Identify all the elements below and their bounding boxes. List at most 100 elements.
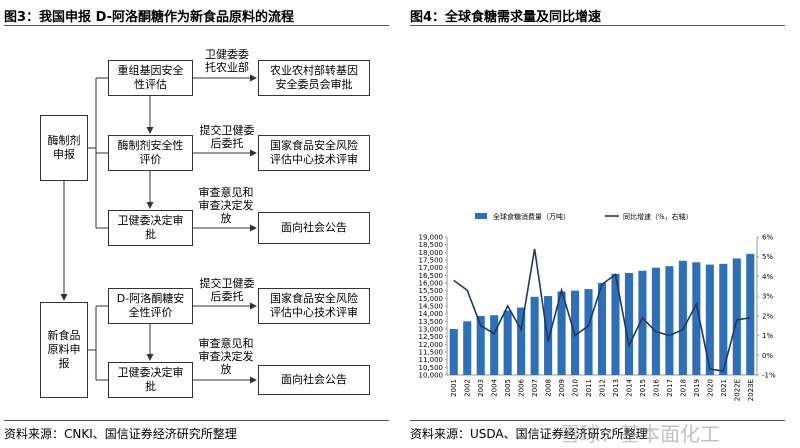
bar [544,296,553,375]
x-tick-label: 2001 [450,379,458,397]
legend-label: 全球食糖消费量（万吨） [493,212,570,221]
x-tick-label: 2005 [504,379,512,397]
x-tick-label: 2012 [599,379,607,397]
bar [746,253,755,375]
y2-tick-label: 5% [762,253,773,261]
y-tick-label: 14,500 [419,303,444,311]
y-tick-label: 13,500 [419,318,444,326]
y-tick-label: 15,500 [419,287,444,295]
bar [463,321,472,375]
y-tick-label: 18,000 [419,249,444,257]
edge-label: 提交卫健委后委托 [199,124,255,150]
bar [665,266,674,375]
x-tick-label: 2010 [572,379,580,397]
bar [692,262,701,375]
node: 国家食品安全风险评估中心技术评审 [258,288,370,324]
edge-label: 提交卫健委后委托 [199,277,255,303]
y-tick-label: 10,500 [419,364,444,372]
bar [651,267,660,375]
bar [530,296,539,375]
bar [584,289,593,375]
node: 酶制剂安全性评价 [108,135,193,171]
y-tick-label: 19,000 [419,234,444,242]
bar [638,270,647,375]
x-tick-label: 2017 [666,379,674,397]
bar [732,258,741,375]
bar [476,315,485,375]
legend-label: 同比增速（%，右轴） [623,212,693,221]
x-tick-label: 2007 [531,379,539,397]
x-tick-label: 2019 [693,379,701,397]
bar [503,310,512,375]
edge-label: 卫健委委托农业部 [205,48,249,74]
y-tick-label: 18,500 [419,241,444,249]
y-tick-label: 12,000 [419,341,444,349]
x-tick-label: 2003 [477,379,485,397]
x-tick-label: 2022E [733,379,741,401]
y-tick-label: 17,500 [419,257,444,265]
x-tick-label: 2011 [585,379,593,397]
bar [678,260,687,375]
x-tick-label: 2006 [518,378,526,396]
y-tick-label: 14,000 [419,310,444,318]
node: 面向社会公告 [258,212,370,244]
source-rule [410,420,785,421]
bar [490,315,499,375]
y2-tick-label: 2% [762,312,773,320]
node: 国家食品安全风险评估中心技术评审 [258,135,370,171]
chart: 10,00010,50011,00011,50012,00012,50013,0… [419,212,776,401]
y-tick-label: 17,000 [419,264,444,272]
flow-lines [60,74,257,384]
bar [624,273,633,375]
x-tick-label: 2015 [639,379,647,397]
edge-label: 审查意见和审查决定发放 [198,186,254,225]
x-tick-label: 2020 [706,379,714,397]
node: 酶制剂申报 [40,115,88,181]
y-tick-label: 11,000 [419,356,444,364]
y-tick-label: 15,000 [419,295,444,303]
node: 重组基因安全性评估 [108,60,193,96]
title-rule [410,25,785,26]
node: 卫健委决定审批 [108,362,193,398]
x-tick-label: 2016 [652,378,660,396]
x-tick-label: 2023E [747,379,755,401]
bar [705,264,714,375]
bar [597,283,607,375]
y2-tick-label: 4% [762,273,773,281]
y2-tick-label: 3% [762,293,773,301]
node: D-阿洛酮糖安全性评价 [108,288,193,324]
x-tick-label: 2013 [612,379,620,397]
y-tick-label: 11,500 [419,349,444,357]
edge-label: 审查意见和审查决定发放 [198,337,254,376]
node: 农业农村部转基因安全委员会审批 [258,60,370,96]
x-tick-label: 2009 [558,379,566,397]
x-tick-label: 2014 [625,378,633,396]
x-tick-label: 2008 [545,379,553,397]
y-tick-label: 16,500 [419,272,444,280]
bar [449,329,458,375]
source-rule [4,420,389,421]
node: 卫健委决定审批 [108,210,193,246]
node: 面向社会公告 [258,365,370,395]
y-tick-label: 10,000 [419,372,444,380]
bar [557,291,566,375]
y2-tick-label: 0% [762,352,773,360]
bar [611,273,620,375]
y2-tick-label: 1% [762,332,773,340]
y-tick-label: 13,000 [419,326,444,334]
title-rule [4,25,389,26]
y-tick-label: 16,000 [419,280,444,288]
line [453,248,751,372]
x-tick-label: 2021 [720,379,728,397]
figure-title: 图4：全球食糖需求量及同比增速 [410,10,602,25]
figure-title: 图3：我国申报 D-阿洛酮糖作为新食品原料的流程 [4,10,294,25]
x-tick-label: 2004 [491,378,499,396]
y2-tick-label: -1% [762,372,776,380]
source: 资料来源：USDA、国信证券经济研究所整理 [410,427,648,441]
bar [719,263,728,375]
node: 新食品原料申报 [40,302,88,398]
y2-tick-label: 6% [762,234,773,242]
watermark: 雪球：基本面化工 [560,422,720,446]
bar [517,307,526,375]
